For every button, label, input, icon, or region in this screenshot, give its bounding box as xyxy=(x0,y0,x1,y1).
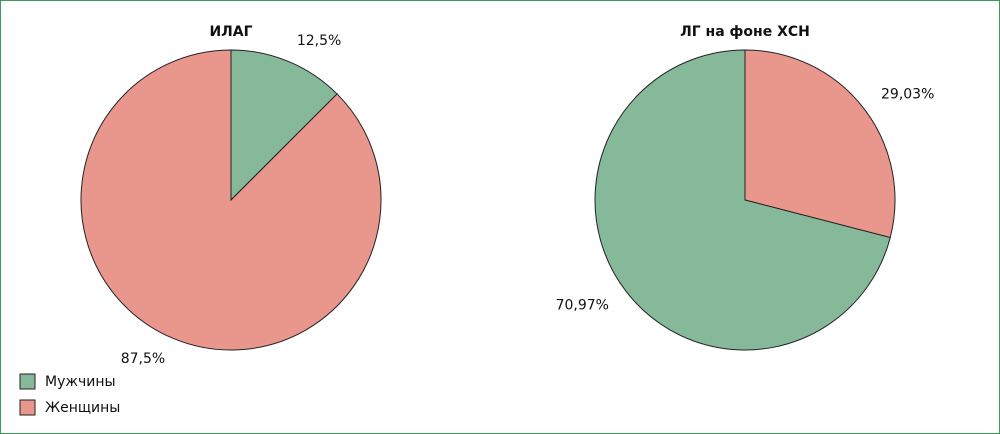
legend-label: Мужчины xyxy=(45,374,116,390)
data-label: 12,5% xyxy=(297,33,341,49)
data-label: 70,97% xyxy=(556,297,609,313)
data-label: 29,03% xyxy=(881,87,934,103)
chart-title: ЛГ на фоне ХСН xyxy=(680,24,810,40)
pie-slice xyxy=(594,49,891,351)
pie-slice xyxy=(230,49,338,202)
legend-label: Женщины xyxy=(45,400,120,416)
pie-slice xyxy=(80,49,382,351)
legend-swatch xyxy=(19,399,36,416)
legend-swatch xyxy=(19,373,36,390)
chart-title: ИЛАГ xyxy=(209,24,252,40)
data-label: 87,5% xyxy=(121,351,165,367)
pie-slice xyxy=(744,49,896,239)
